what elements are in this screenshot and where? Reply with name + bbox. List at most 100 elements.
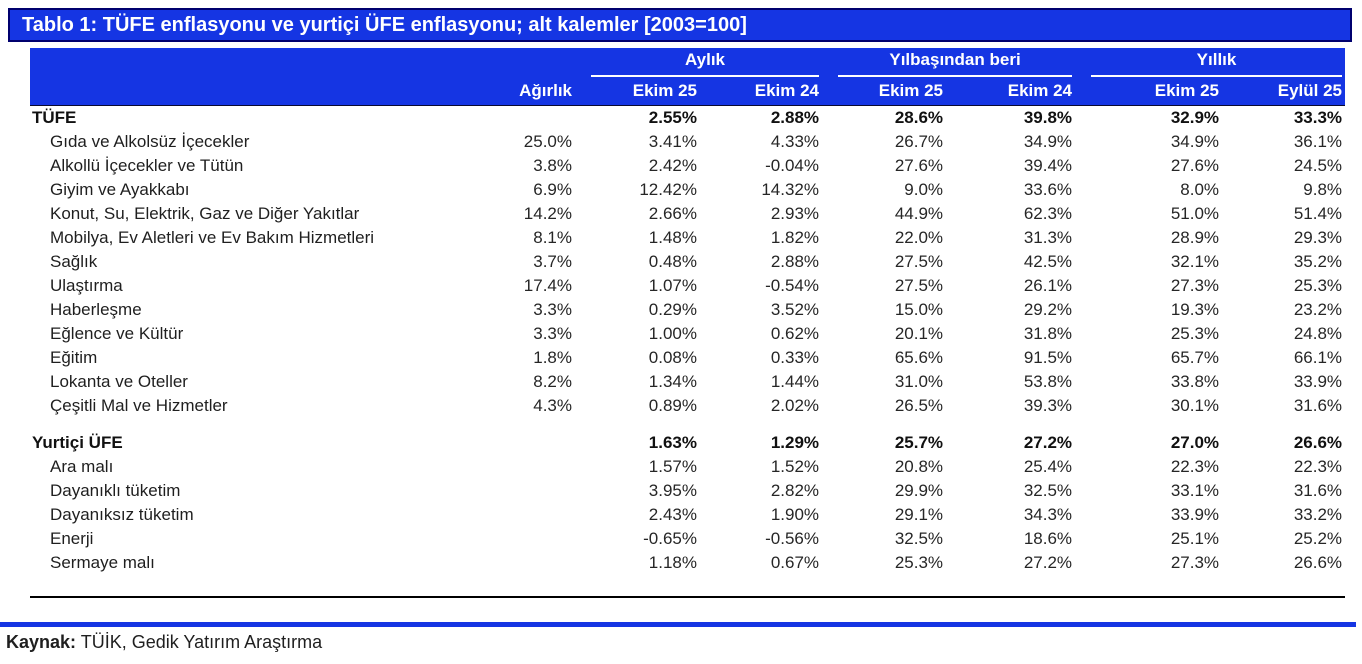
row-value xyxy=(415,105,575,130)
row-value: 26.1% xyxy=(946,274,1076,298)
table-row: Mobilya, Ev Aletleri ve Ev Bakım Hizmetl… xyxy=(30,226,1346,250)
row-value: 66.1% xyxy=(1222,346,1346,370)
table-row: Enerji -0.65% -0.56% 32.5% 18.6% 25.1% 25.2% xyxy=(30,527,1346,551)
row-label: Ara malı xyxy=(30,455,415,479)
row-value: 2.43% xyxy=(575,503,700,527)
row-label: Dayanıklı tüketim xyxy=(30,479,415,503)
row-value: 1.82% xyxy=(700,226,823,250)
row-value: 19.3% xyxy=(1075,298,1223,322)
row-value: 32.9% xyxy=(1075,105,1223,130)
row-value: 25.3% xyxy=(1075,322,1223,346)
row-label: Çeşitli Mal ve Hizmetler xyxy=(30,394,415,418)
row-value: 26.5% xyxy=(822,394,947,418)
row-value: 33.1% xyxy=(1075,479,1223,503)
row-value: 1.90% xyxy=(700,503,823,527)
header-monthly-ekim25: Ekim 25 xyxy=(575,77,700,106)
row-value: 24.5% xyxy=(1222,154,1346,178)
table-row: Sağlık 3.7% 0.48% 2.88% 27.5% 42.5% 32.1% 35.2% xyxy=(30,250,1346,274)
row-value: 1.34% xyxy=(575,370,700,394)
row-value: 65.6% xyxy=(822,346,947,370)
row-label: Enerji xyxy=(30,527,415,551)
table-row: Eğlence ve Kültür 3.3% 1.00% 0.62% 20.1% 31.8… xyxy=(30,322,1346,346)
section-header-row: TÜFE 2.55% 2.88% 28.6% 39.8% 32.9% 33.3% xyxy=(30,105,1346,130)
row-value: 31.8% xyxy=(946,322,1076,346)
row-value: 20.8% xyxy=(822,455,947,479)
row-value: 36.1% xyxy=(1222,130,1346,154)
row-label: Eğitim xyxy=(30,346,415,370)
row-value: 12.42% xyxy=(575,178,700,202)
row-value: 25.0% xyxy=(415,130,575,154)
table-row: Haberleşme 3.3% 0.29% 3.52% 15.0% 29.2% 19.3% 2… xyxy=(30,298,1346,322)
row-value: 8.2% xyxy=(415,370,575,394)
row-value: 22.3% xyxy=(1222,455,1346,479)
row-value: 53.8% xyxy=(946,370,1076,394)
row-value: 33.2% xyxy=(1222,503,1346,527)
table-bottom-rule xyxy=(30,596,1345,598)
row-value: 34.3% xyxy=(946,503,1076,527)
row-value: 2.55% xyxy=(575,105,700,130)
row-value: 31.0% xyxy=(822,370,947,394)
source-text: TÜİK, Gedik Yatırım Araştırma xyxy=(76,632,323,652)
table-row: Dayanıksız tüketim 2.43% 1.90% 29.1% 34.3% 33… xyxy=(30,503,1346,527)
section-header-row: Yurtiçi ÜFE 1.63% 1.29% 25.7% 27.2% 27.0% 26.6… xyxy=(30,431,1346,455)
table-title-bar: Tablo 1: TÜFE enflasyonu ve yurtiçi ÜFE … xyxy=(8,8,1352,42)
row-value: 27.2% xyxy=(946,431,1076,455)
column-group-monthly: Aylık xyxy=(575,48,823,77)
row-value: 2.02% xyxy=(700,394,823,418)
row-value: 32.5% xyxy=(946,479,1076,503)
row-value: 3.8% xyxy=(415,154,575,178)
inflation-table: Aylık Yılbaşından beri Yıllık Ağırlık Ek… xyxy=(30,48,1346,575)
row-value: 25.2% xyxy=(1222,527,1346,551)
row-value: 0.67% xyxy=(700,551,823,575)
row-label: Dayanıksız tüketim xyxy=(30,503,415,527)
table-row: Ara malı 1.57% 1.52% 20.8% 25.4% 22.3% 22.3% xyxy=(30,455,1346,479)
row-value: 39.4% xyxy=(946,154,1076,178)
row-value: 17.4% xyxy=(415,274,575,298)
row-value: 0.33% xyxy=(700,346,823,370)
row-value xyxy=(415,527,575,551)
row-value: 42.5% xyxy=(946,250,1076,274)
row-value: -0.54% xyxy=(700,274,823,298)
row-value: 20.1% xyxy=(822,322,947,346)
row-value: 1.48% xyxy=(575,226,700,250)
row-value: 1.00% xyxy=(575,322,700,346)
footer-divider-bar xyxy=(0,622,1356,627)
row-value: 27.5% xyxy=(822,274,947,298)
row-value: 3.95% xyxy=(575,479,700,503)
row-value: 29.2% xyxy=(946,298,1076,322)
row-value: 33.3% xyxy=(1222,105,1346,130)
table-header: Aylık Yılbaşından beri Yıllık Ağırlık Ek… xyxy=(30,48,1346,106)
row-value xyxy=(415,455,575,479)
row-value: 1.44% xyxy=(700,370,823,394)
row-value: 1.18% xyxy=(575,551,700,575)
column-group-row: Aylık Yılbaşından beri Yıllık xyxy=(30,48,1346,77)
table-row: Konut, Su, Elektrik, Gaz ve Diğer Yakıtl… xyxy=(30,202,1346,226)
row-value: 33.6% xyxy=(946,178,1076,202)
row-label: Gıda ve Alkolsüz İçecekler xyxy=(30,130,415,154)
header-annual-ekim25: Ekim 25 xyxy=(1075,77,1223,106)
row-value: 26.6% xyxy=(1222,551,1346,575)
column-group-monthly-label: Aylık xyxy=(591,48,820,77)
row-value: 0.62% xyxy=(700,322,823,346)
row-value: 1.63% xyxy=(575,431,700,455)
row-value: 3.3% xyxy=(415,298,575,322)
header-ytd-ekim24: Ekim 24 xyxy=(946,77,1076,106)
row-value: 34.9% xyxy=(946,130,1076,154)
header-weight: Ağırlık xyxy=(415,77,575,106)
row-value: 0.08% xyxy=(575,346,700,370)
header-label-cell xyxy=(30,77,415,106)
header-ytd-ekim25: Ekim 25 xyxy=(822,77,947,106)
table-title: Tablo 1: TÜFE enflasyonu ve yurtiçi ÜFE … xyxy=(22,14,747,36)
row-label: Haberleşme xyxy=(30,298,415,322)
row-label: Alkollü İçecekler ve Tütün xyxy=(30,154,415,178)
row-value: 18.6% xyxy=(946,527,1076,551)
table-row: Sermaye malı 1.18% 0.67% 25.3% 27.2% 27.3% 26.… xyxy=(30,551,1346,575)
header-annual-eylul25: Eylül 25 xyxy=(1222,77,1346,106)
row-value xyxy=(415,479,575,503)
row-label: Giyim ve Ayakkabı xyxy=(30,178,415,202)
row-value: 3.3% xyxy=(415,322,575,346)
row-value xyxy=(415,431,575,455)
row-value: 33.8% xyxy=(1075,370,1223,394)
table-row: Alkollü İçecekler ve Tütün 3.8% 2.42% -0.04… xyxy=(30,154,1346,178)
